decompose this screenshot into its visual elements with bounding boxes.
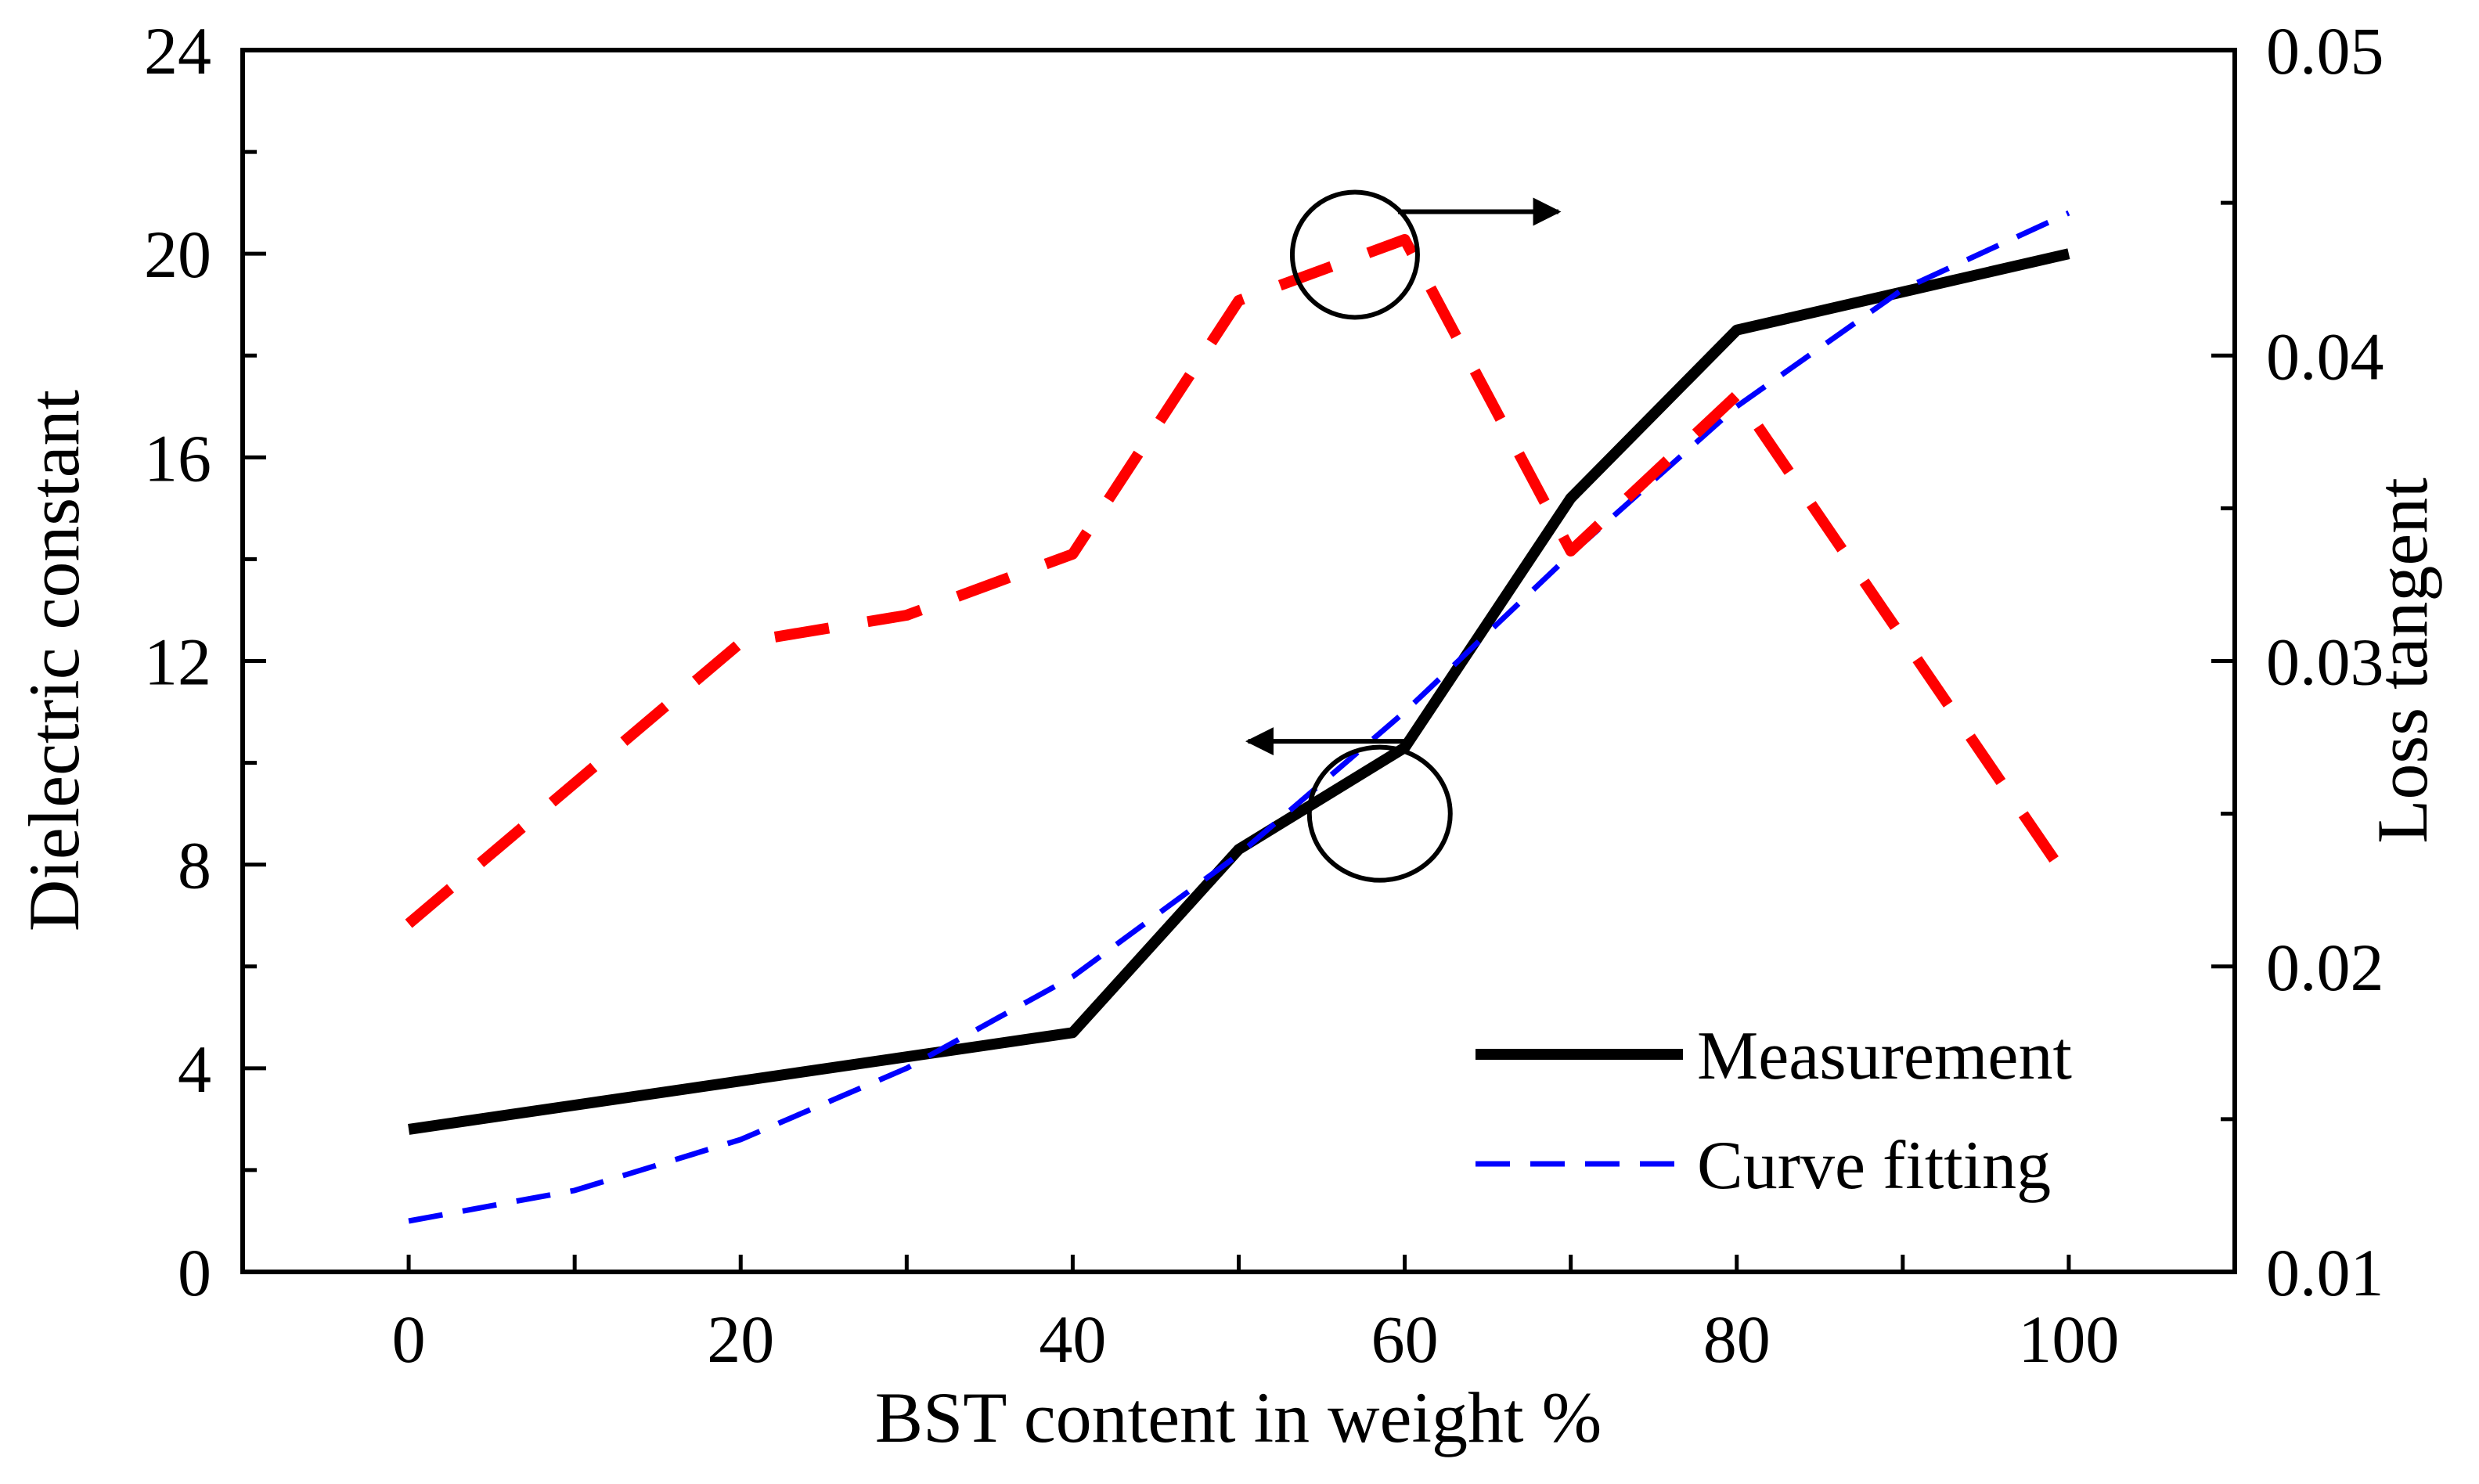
annotation-circle-loss: [1289, 189, 1420, 320]
x-tick-label-100: 100: [2018, 1302, 2119, 1377]
plot-frame: [240, 48, 2237, 1274]
legend-label-curve-fitting: Curve fitting: [1697, 1128, 2051, 1204]
series-layer: [405, 210, 2074, 1224]
series-line-measurement: [408, 248, 2070, 1135]
series-line-curve-fitting: [408, 210, 2070, 1224]
y-tick-label-12: 12: [144, 625, 211, 700]
series-line-loss-tangent: [405, 234, 2074, 928]
y-tick-label-0: 0: [178, 1235, 211, 1310]
annotation-circle-dielectric: [1306, 744, 1453, 883]
y2-tick-label-1: 0.02: [2266, 930, 2384, 1005]
y2-tick-label-2: 0.03: [2266, 625, 2384, 700]
x-tick-label-60: 60: [1371, 1302, 1439, 1377]
x-tick-label-0: 0: [392, 1302, 426, 1377]
axes-layer: 0 20 40 60 80 100 0 4 8 12 16 20 24 0.01 0.02 0.03 0.04 0…: [144, 13, 2384, 1377]
y-tick-label-20: 20: [144, 217, 211, 292]
y-tick-label-16: 16: [144, 420, 211, 495]
y-tick-label-4: 4: [178, 1032, 211, 1107]
y2-axis-title: Loss tangent: [2362, 477, 2442, 844]
y2-tick-label-3: 0.04: [2266, 319, 2384, 394]
annotation-layer: [1245, 189, 1562, 883]
legend-label-measurement: Measurement: [1697, 1018, 2072, 1094]
y-axis-title: Dielectric constant: [14, 389, 94, 931]
y-tick-label-24: 24: [144, 13, 211, 88]
x-tick-label-80: 80: [1703, 1302, 1771, 1377]
y2-tick-label-4: 0.05: [2266, 13, 2384, 88]
y-tick-label-8: 8: [178, 828, 211, 903]
legend: Measurement Curve fitting: [1476, 1018, 2072, 1204]
y2-tick-label-0: 0.01: [2266, 1235, 2384, 1310]
x-tick-label-40: 40: [1039, 1302, 1106, 1377]
x-tick-label-20: 20: [707, 1302, 774, 1377]
x-axis-title: BST content in weight %: [875, 1378, 1602, 1457]
